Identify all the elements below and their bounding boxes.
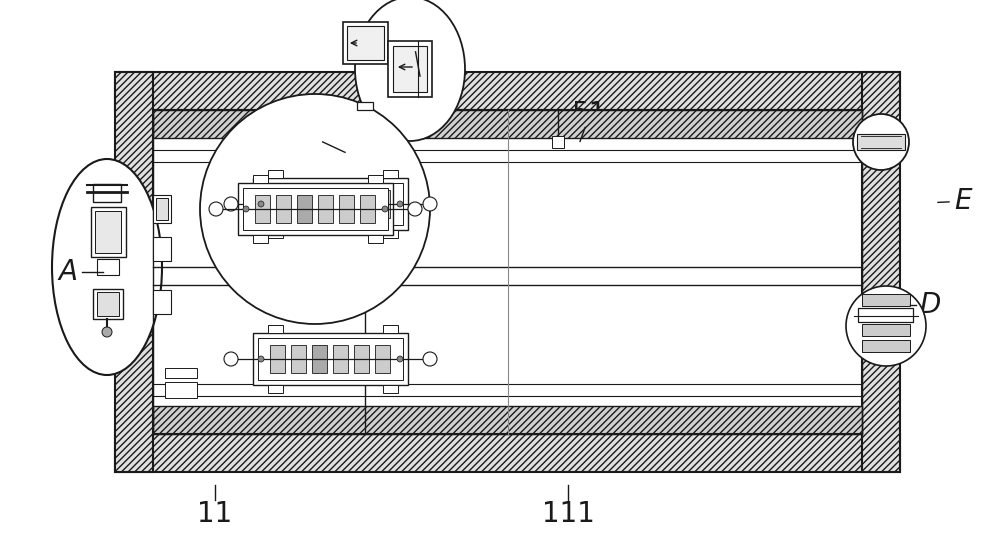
Bar xyxy=(312,190,327,218)
Bar xyxy=(383,385,398,393)
Bar xyxy=(253,175,268,183)
Circle shape xyxy=(209,202,223,216)
Circle shape xyxy=(408,202,422,216)
Text: C: C xyxy=(403,24,423,52)
Bar xyxy=(97,259,119,275)
Bar xyxy=(862,72,900,472)
Bar xyxy=(153,290,171,314)
Bar xyxy=(95,211,121,253)
Bar xyxy=(312,345,327,373)
Text: D: D xyxy=(919,290,941,319)
Bar xyxy=(243,188,388,230)
Bar xyxy=(375,345,390,373)
Bar xyxy=(115,72,153,472)
Bar xyxy=(333,345,348,373)
Circle shape xyxy=(243,206,249,212)
Bar xyxy=(268,325,283,333)
Bar xyxy=(393,46,427,92)
Bar xyxy=(383,230,398,238)
Bar xyxy=(153,195,171,223)
Bar xyxy=(318,195,333,223)
Circle shape xyxy=(423,352,437,366)
Bar xyxy=(339,195,354,223)
Bar xyxy=(862,324,910,336)
Bar xyxy=(253,235,268,243)
Text: 51: 51 xyxy=(572,100,608,128)
Bar xyxy=(291,345,306,373)
Bar xyxy=(383,325,398,333)
Bar xyxy=(238,183,393,235)
Bar xyxy=(857,134,905,150)
Circle shape xyxy=(200,94,430,324)
Circle shape xyxy=(382,206,388,212)
Bar xyxy=(258,183,403,225)
Bar xyxy=(255,195,270,223)
Bar xyxy=(115,72,900,110)
Text: E: E xyxy=(954,187,972,215)
Bar xyxy=(343,22,388,64)
Bar xyxy=(357,102,373,110)
Bar xyxy=(862,340,910,352)
Bar xyxy=(156,198,168,220)
Bar xyxy=(354,190,369,218)
Bar xyxy=(253,333,408,385)
Bar xyxy=(368,175,383,183)
Bar xyxy=(165,368,197,378)
Bar xyxy=(270,345,285,373)
Circle shape xyxy=(224,352,238,366)
Bar xyxy=(258,338,403,380)
Bar xyxy=(368,235,383,243)
Text: 11: 11 xyxy=(197,500,233,528)
Bar xyxy=(115,434,900,472)
Bar xyxy=(97,292,119,316)
Bar xyxy=(383,170,398,178)
Circle shape xyxy=(258,356,264,362)
Bar xyxy=(388,41,432,97)
Bar xyxy=(354,345,369,373)
Circle shape xyxy=(224,197,238,211)
Circle shape xyxy=(397,356,403,362)
Bar xyxy=(165,382,197,398)
Bar xyxy=(858,308,913,322)
Bar xyxy=(297,195,312,223)
Text: A: A xyxy=(58,258,78,286)
Bar xyxy=(347,26,384,60)
Bar xyxy=(153,110,862,434)
Bar xyxy=(375,190,390,218)
Bar xyxy=(153,110,862,138)
Circle shape xyxy=(258,201,264,207)
Bar xyxy=(360,195,375,223)
Bar xyxy=(291,190,306,218)
Circle shape xyxy=(102,327,112,337)
Circle shape xyxy=(423,197,437,211)
Bar xyxy=(153,237,171,261)
Bar xyxy=(93,289,123,319)
Bar xyxy=(862,294,910,306)
Circle shape xyxy=(397,201,403,207)
Circle shape xyxy=(846,286,926,366)
Bar xyxy=(268,385,283,393)
Ellipse shape xyxy=(52,159,162,375)
Bar xyxy=(253,178,408,230)
Bar xyxy=(333,190,348,218)
Bar xyxy=(91,207,126,257)
Text: B: B xyxy=(300,122,320,150)
Bar xyxy=(268,170,283,178)
Text: 111: 111 xyxy=(542,500,594,528)
Ellipse shape xyxy=(355,0,465,141)
Circle shape xyxy=(853,114,909,170)
Bar xyxy=(93,184,121,202)
Bar xyxy=(276,195,291,223)
Bar xyxy=(270,190,285,218)
Bar xyxy=(268,230,283,238)
Bar xyxy=(552,136,564,148)
Bar xyxy=(153,406,862,434)
